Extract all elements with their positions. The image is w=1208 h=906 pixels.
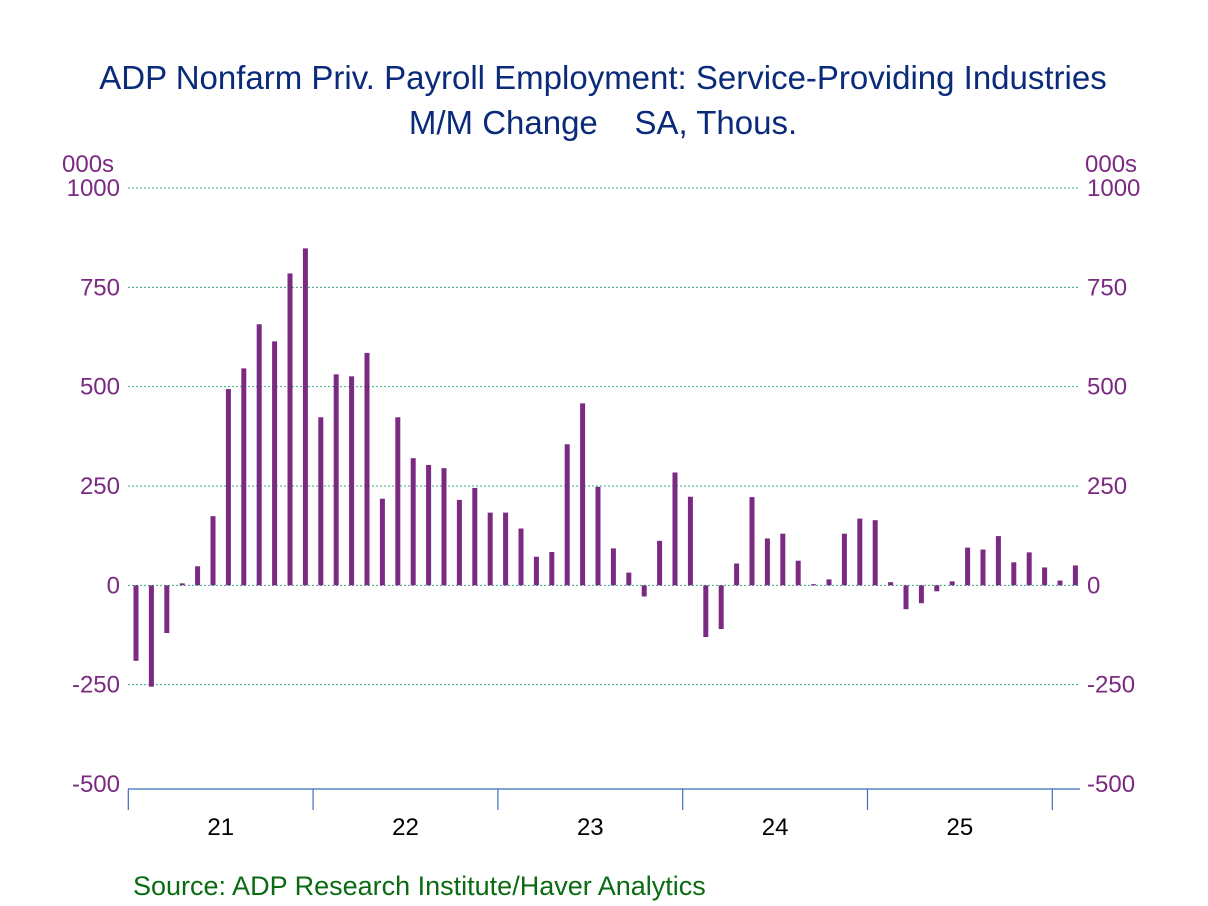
x-tick-label: 21 bbox=[207, 814, 234, 841]
x-tick-label: 22 bbox=[392, 814, 419, 841]
chart-title: ADP Nonfarm Priv. Payroll Employment: Se… bbox=[99, 59, 1106, 96]
y-tick-label: 750 bbox=[1087, 274, 1127, 301]
bar bbox=[826, 579, 832, 586]
bar bbox=[564, 444, 570, 586]
bar bbox=[995, 536, 1001, 586]
bar bbox=[148, 585, 154, 687]
y-tick-label: -250 bbox=[72, 672, 120, 699]
x-tick-label: 24 bbox=[762, 814, 789, 841]
y-axis-unit-right: 000s bbox=[1085, 151, 1137, 178]
bar bbox=[749, 497, 755, 586]
bar bbox=[195, 566, 201, 586]
x-tick-labels: 21 22 23 24 25 bbox=[207, 814, 973, 841]
bar bbox=[934, 585, 940, 592]
bar bbox=[965, 547, 971, 586]
bar bbox=[580, 403, 586, 586]
bar bbox=[918, 585, 924, 604]
bar bbox=[549, 551, 555, 586]
y-tick-labels-left: 1000 750 500 250 0 -250 -500 bbox=[67, 175, 120, 798]
bar bbox=[888, 582, 894, 586]
bar bbox=[718, 585, 724, 630]
bar bbox=[841, 533, 847, 586]
bar bbox=[872, 520, 878, 586]
bar bbox=[395, 417, 401, 586]
bar bbox=[980, 549, 986, 586]
bar bbox=[687, 496, 693, 586]
y-tick-label: 500 bbox=[80, 374, 120, 401]
bar bbox=[164, 585, 170, 634]
y-tick-labels-right: 1000 750 500 250 0 -250 -500 bbox=[1087, 175, 1140, 798]
bar bbox=[903, 585, 909, 610]
bar bbox=[780, 533, 786, 586]
x-tick-label: 25 bbox=[947, 814, 974, 841]
bar bbox=[610, 548, 616, 586]
bar bbox=[349, 376, 355, 586]
x-tick-label: 23 bbox=[577, 814, 604, 841]
bar bbox=[503, 512, 509, 586]
bar bbox=[764, 538, 770, 586]
y-axis-unit-left: 000s bbox=[62, 151, 114, 178]
gridlines bbox=[128, 187, 1080, 686]
bar bbox=[703, 585, 709, 637]
bar bbox=[1042, 567, 1048, 586]
bar bbox=[225, 389, 231, 586]
bar bbox=[456, 499, 462, 586]
y-tick-label: 0 bbox=[107, 572, 120, 599]
bar bbox=[949, 581, 955, 586]
bar bbox=[1011, 562, 1017, 586]
bar bbox=[272, 341, 278, 586]
bar bbox=[657, 540, 663, 586]
bar bbox=[1072, 565, 1078, 586]
bar bbox=[857, 518, 863, 586]
bar bbox=[179, 583, 185, 586]
bar-series bbox=[133, 248, 1078, 687]
bar bbox=[302, 248, 308, 586]
y-tick-label: 750 bbox=[80, 274, 120, 301]
bar bbox=[518, 528, 524, 586]
bar bbox=[487, 512, 493, 586]
bar bbox=[441, 468, 447, 586]
bar bbox=[287, 273, 293, 586]
bar bbox=[811, 584, 817, 586]
y-tick-label: -500 bbox=[72, 771, 120, 798]
y-tick-label: 250 bbox=[80, 473, 120, 500]
y-tick-label: 1000 bbox=[1087, 175, 1140, 202]
bar bbox=[133, 585, 139, 661]
source-note: Source: ADP Research Institute/Haver Ana… bbox=[133, 871, 706, 901]
bar bbox=[241, 368, 247, 586]
bar bbox=[333, 374, 339, 586]
chart-subtitle: M/M Change SA, Thous. bbox=[409, 104, 797, 141]
bar bbox=[472, 487, 478, 586]
bar bbox=[210, 516, 216, 586]
x-axis bbox=[127, 788, 1080, 810]
bar bbox=[256, 324, 262, 586]
y-tick-label: -250 bbox=[1087, 672, 1135, 699]
bar bbox=[318, 417, 324, 586]
y-tick-label: 500 bbox=[1087, 374, 1127, 401]
bar bbox=[379, 498, 385, 586]
bar bbox=[626, 572, 632, 586]
bar bbox=[533, 556, 539, 586]
bar bbox=[641, 585, 647, 597]
bar bbox=[410, 458, 416, 586]
bar bbox=[1026, 552, 1032, 586]
bar bbox=[795, 560, 801, 586]
bar bbox=[1057, 580, 1063, 586]
y-tick-label: 1000 bbox=[67, 175, 120, 202]
bar bbox=[734, 563, 740, 586]
bar bbox=[595, 486, 601, 586]
y-tick-label: -500 bbox=[1087, 771, 1135, 798]
bar bbox=[364, 352, 370, 586]
y-tick-label: 250 bbox=[1087, 473, 1127, 500]
y-tick-label: 0 bbox=[1087, 572, 1100, 599]
bar bbox=[426, 464, 432, 586]
bar bbox=[672, 472, 678, 586]
